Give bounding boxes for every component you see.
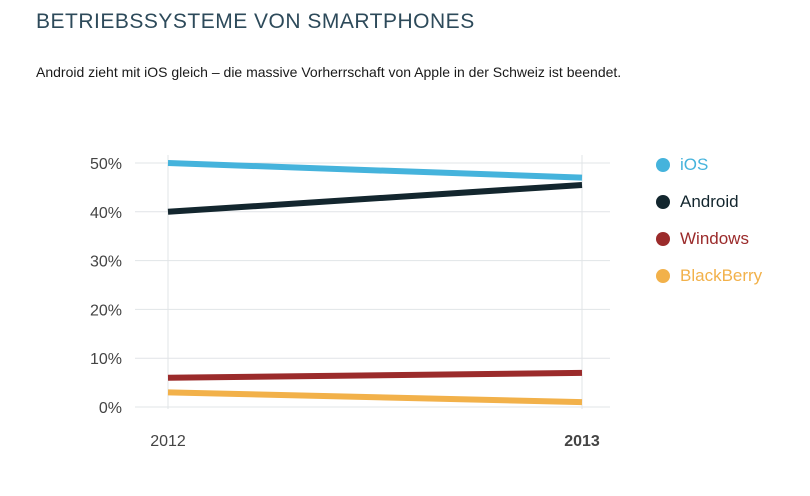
- grid-lines: 0% 10% 20% 30% 40% 50%: [90, 155, 610, 417]
- legend-dot: [656, 194, 670, 209]
- x-axis-ticks: 2012 2013: [150, 433, 600, 450]
- y-tick-label: 50%: [90, 156, 122, 173]
- series-lines: [167, 160, 583, 406]
- y-tick-label: 40%: [90, 205, 122, 222]
- legend-label: BlackBerry: [680, 265, 763, 285]
- series-line-windows: [167, 369, 583, 381]
- legend-item-android: Android: [656, 183, 762, 220]
- legend-item-windows: Windows: [656, 220, 762, 257]
- x-tick-label: 2012: [150, 433, 186, 450]
- legend-dot: [656, 231, 670, 246]
- legend-item-ios: iOS: [656, 146, 762, 183]
- legend: iOS Android Windows BlackBerry: [656, 146, 762, 294]
- chart-title: BETRIEBSSYSTEME VON SMARTPHONES: [36, 10, 475, 33]
- legend-dot: [656, 268, 670, 283]
- legend-dot: [656, 157, 670, 172]
- legend-label: Android: [680, 191, 739, 211]
- series-line-ios: [167, 160, 583, 181]
- y-tick-label: 10%: [90, 351, 122, 368]
- legend-item-blackberry: BlackBerry: [656, 257, 762, 294]
- y-tick-label: 20%: [90, 302, 122, 319]
- series-line-blackberry: [167, 389, 583, 406]
- x-tick-label: 2013: [564, 433, 600, 450]
- legend-label: iOS: [680, 154, 709, 174]
- y-tick-label: 0%: [99, 400, 122, 417]
- legend-label: Windows: [680, 228, 749, 248]
- series-line-android: [167, 181, 583, 215]
- y-tick-label: 30%: [90, 254, 122, 271]
- chart-subtitle: Android zieht mit iOS gleich – die massi…: [36, 64, 622, 80]
